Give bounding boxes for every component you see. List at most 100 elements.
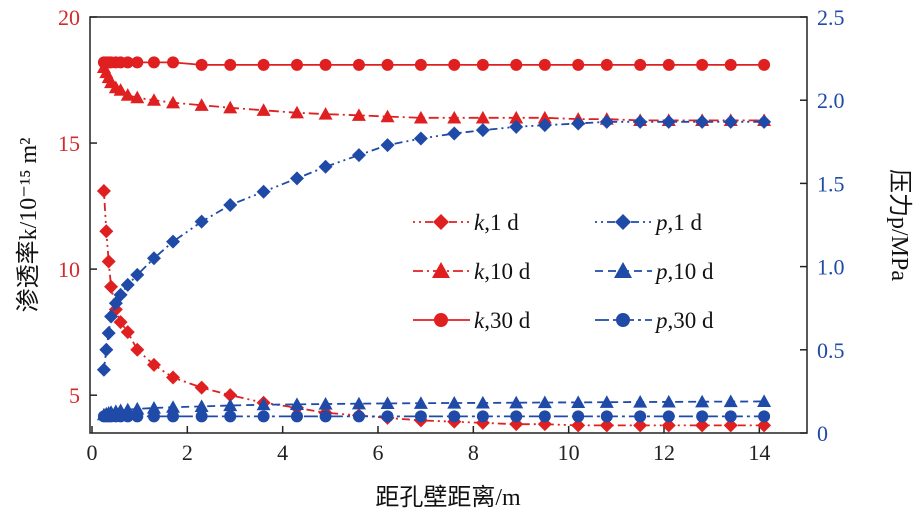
data-point — [146, 93, 161, 106]
data-point — [96, 183, 111, 198]
svg-text:p,1 d: p,1 d — [654, 210, 703, 235]
series-k-30-d — [97, 56, 771, 71]
data-point — [290, 58, 303, 71]
legend-marker-diamond — [433, 214, 449, 230]
plot-frame — [89, 16, 808, 434]
data-point — [120, 277, 135, 292]
x-tick-label: 6 — [373, 440, 384, 465]
data-point — [695, 394, 710, 408]
data-point — [414, 410, 427, 423]
data-point — [146, 401, 161, 414]
svg-text:k,1 d: k,1 d — [474, 210, 519, 235]
x-tick-label: 12 — [653, 440, 675, 465]
data-point — [509, 110, 524, 124]
legend-item-k1: k,1 d — [413, 210, 519, 235]
data-point — [256, 397, 271, 411]
data-point — [223, 398, 238, 412]
data-point — [599, 418, 614, 433]
data-point — [257, 410, 270, 423]
data-point — [380, 138, 395, 153]
legend-marker-diamond — [615, 214, 631, 230]
data-point — [661, 114, 676, 129]
data-point — [537, 110, 552, 124]
data-point — [257, 58, 270, 71]
data-point — [538, 58, 551, 71]
data-point — [633, 395, 648, 408]
data-point — [572, 58, 585, 71]
data-point — [194, 380, 209, 395]
y-right-tick-label: 1.0 — [817, 255, 845, 280]
data-point — [120, 88, 135, 101]
data-point — [599, 114, 614, 129]
legend-marker-triangle — [432, 262, 450, 278]
y-right-tick-label: 0 — [817, 421, 828, 446]
y-right-tick-label: 0.5 — [817, 338, 845, 363]
legend-label: ,1 d — [668, 210, 703, 235]
data-point — [256, 103, 271, 116]
data-point — [130, 401, 145, 415]
legend-marker-circle — [616, 313, 630, 327]
data-point — [537, 118, 552, 133]
legend-var: p — [654, 210, 668, 235]
legend-label: ,30 d — [484, 308, 531, 333]
data-point — [290, 410, 303, 423]
data-point — [510, 58, 523, 71]
data-point — [223, 100, 238, 114]
data-point — [538, 410, 551, 423]
data-point — [194, 399, 209, 412]
data-point — [476, 410, 489, 423]
data-point — [256, 184, 271, 199]
data-point — [224, 410, 237, 423]
data-point — [509, 119, 524, 134]
data-point — [318, 397, 333, 410]
data-point — [351, 108, 366, 121]
data-point — [318, 159, 333, 174]
data-point — [537, 395, 552, 409]
data-point — [661, 394, 676, 408]
data-point — [120, 325, 135, 340]
data-point — [131, 56, 144, 69]
data-point — [166, 234, 181, 249]
data-point — [510, 410, 523, 423]
data-point — [167, 410, 180, 423]
legend-item-k10: k,10 d — [413, 259, 531, 284]
data-point — [757, 418, 772, 433]
data-point — [223, 198, 238, 213]
y-left-axis-ticks: 5 10 15 20 — [58, 5, 97, 408]
data-point — [147, 56, 160, 69]
legend-label: ,10 d — [668, 259, 715, 284]
series-line — [103, 67, 765, 122]
x-tick-label: 8 — [468, 440, 479, 465]
data-point — [723, 394, 738, 408]
data-point — [380, 109, 395, 123]
data-point — [194, 98, 209, 111]
x-axis-ticks: 0 2 4 6 8 10 12 14 — [87, 426, 770, 465]
data-point — [166, 95, 181, 109]
y-right-tick-label: 1.5 — [817, 171, 845, 196]
data-point — [723, 418, 738, 433]
x-tick-label: 14 — [748, 440, 770, 465]
x-tick-label: 4 — [277, 440, 288, 465]
svg-text:k,10 d: k,10 d — [474, 259, 531, 284]
legend-var: k — [474, 308, 485, 333]
y-right-tick-label: 2.5 — [817, 5, 845, 30]
data-point — [167, 56, 180, 69]
data-point — [166, 400, 181, 413]
data-point — [352, 58, 365, 71]
data-point — [599, 395, 614, 408]
data-point — [571, 395, 586, 408]
data-point — [147, 410, 160, 423]
legend-var: p — [654, 259, 668, 284]
data-point — [131, 410, 144, 423]
data-point — [661, 418, 676, 433]
legend-var: k — [474, 259, 485, 284]
x-tick-label: 10 — [558, 440, 580, 465]
data-point — [223, 388, 238, 403]
data-point — [447, 396, 462, 409]
data-point — [113, 315, 128, 330]
data-point — [571, 418, 586, 433]
data-point — [695, 114, 710, 129]
data-point — [475, 110, 490, 124]
data-point — [662, 410, 675, 423]
